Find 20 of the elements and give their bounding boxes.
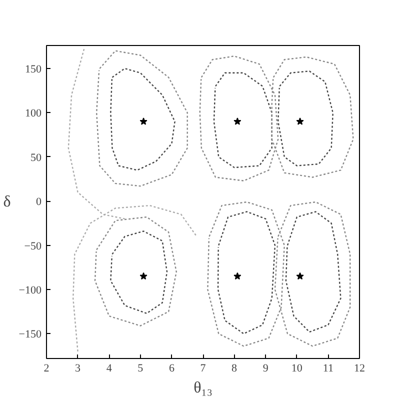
y-tick-label: −150 [18, 328, 42, 341]
x-tick-label: 7 [200, 362, 206, 374]
y-tick-label: 0 [36, 196, 42, 208]
y-tick-label: −100 [18, 284, 42, 297]
x-tick-label: 12 [354, 362, 365, 374]
y-tick-label: 150 [25, 63, 42, 76]
x-tick-label: 10 [291, 362, 303, 374]
y-tick-label: −50 [24, 240, 42, 252]
y-axis-title: δ [3, 194, 11, 210]
x-tick-label: 9 [262, 362, 269, 374]
x-tick-label: 11 [322, 362, 334, 374]
x-tick-label: 2 [44, 362, 50, 374]
x-tick-label: 6 [168, 362, 175, 374]
x-tick-label: 3 [75, 362, 82, 374]
x-tick-label: 5 [138, 362, 144, 374]
x-tick-label: 8 [232, 362, 238, 374]
x-tick-label: 4 [106, 362, 112, 374]
y-tick-label: 50 [30, 152, 42, 164]
x-axis-title: θ₁₃ [194, 380, 212, 396]
y-tick-label: 100 [25, 108, 42, 120]
